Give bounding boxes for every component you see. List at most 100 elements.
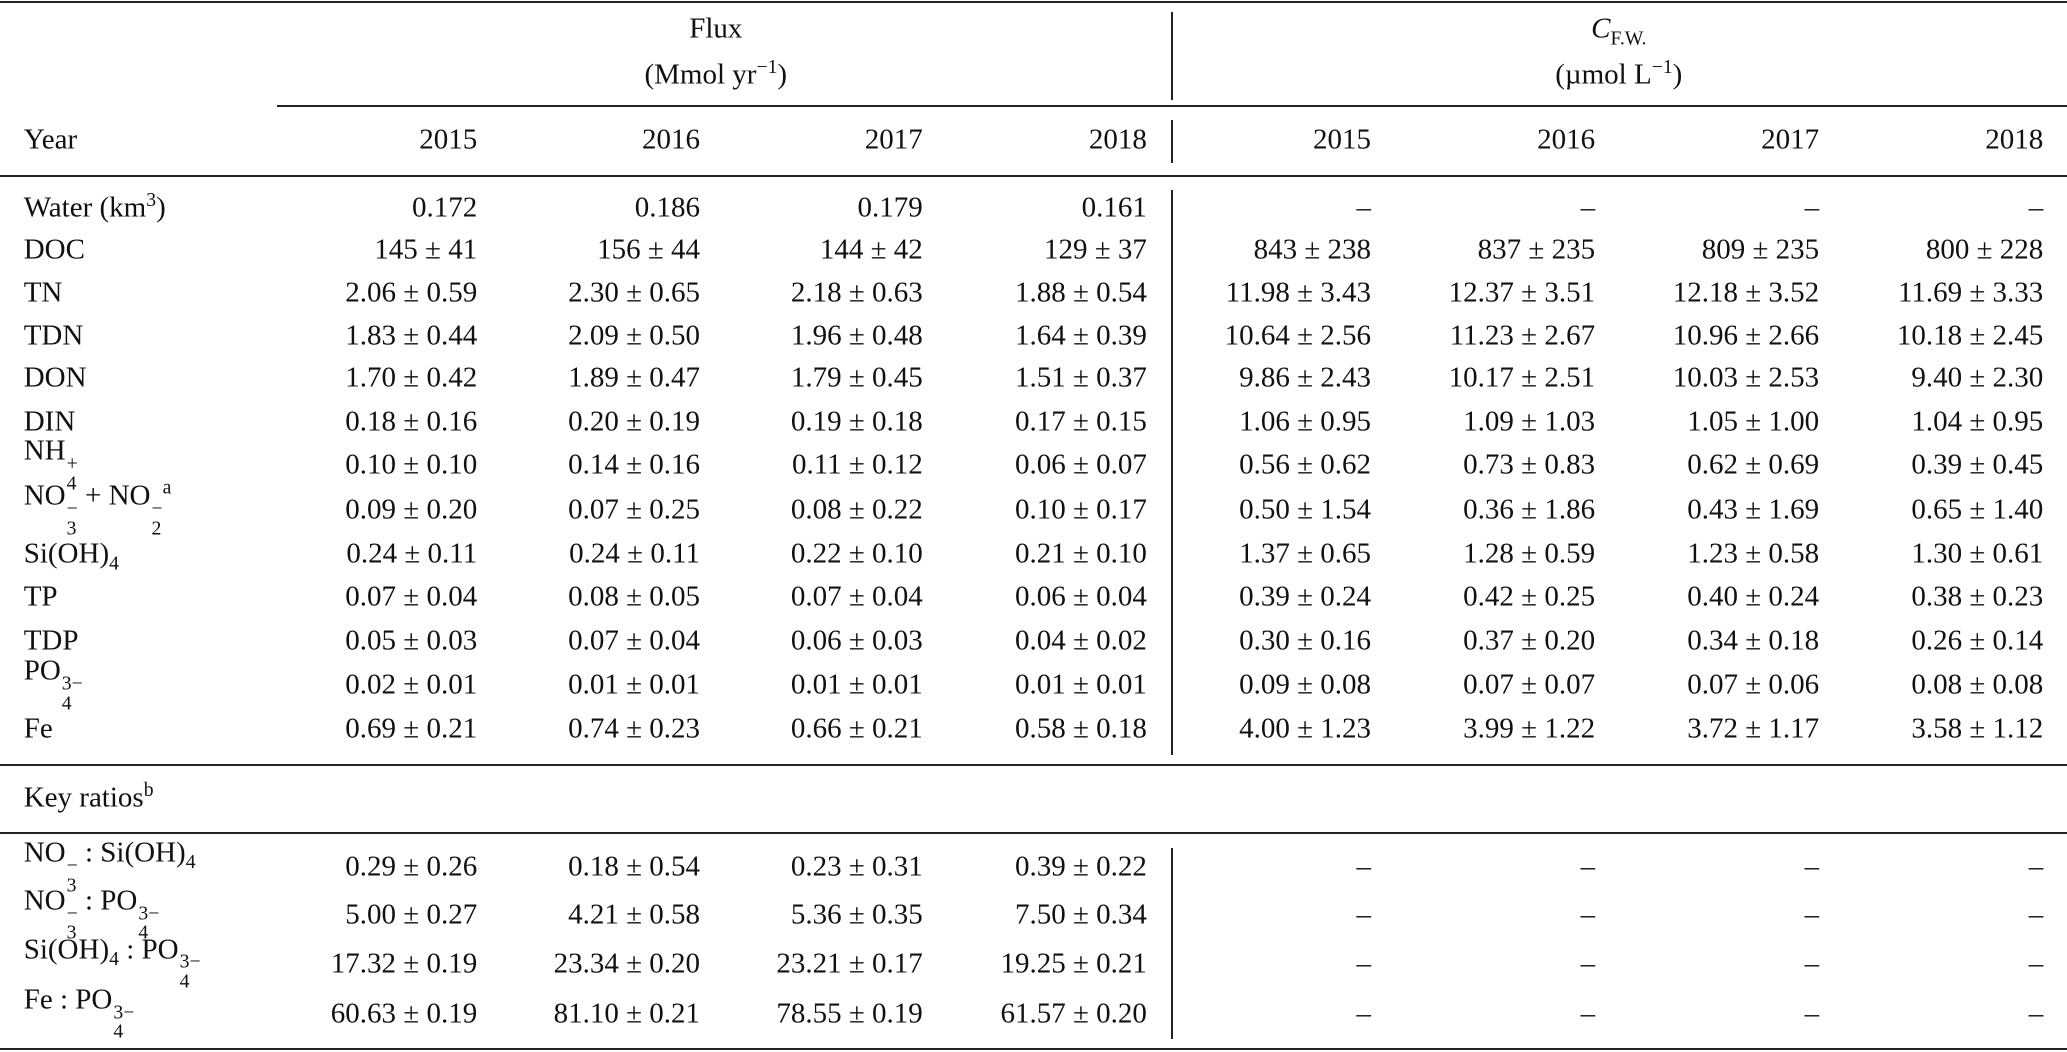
cell: – — [1804, 850, 1820, 883]
cell: – — [2028, 898, 2044, 931]
cell: 0.01 ± 0.01 — [790, 668, 923, 701]
text-part: 4 — [61, 692, 72, 715]
cell: 837 ± 235 — [1477, 233, 1596, 266]
cell: 11.69 ± 3.33 — [1897, 276, 2044, 309]
year-header: 2015 — [1312, 123, 1371, 156]
text-part: (Mmol yr — [644, 58, 757, 91]
cell: 0.07 ± 0.25 — [568, 493, 700, 526]
cell: 4.21 ± 0.58 — [568, 898, 700, 931]
cell: 0.39 ± 0.22 — [1014, 850, 1147, 883]
cell: – — [1356, 997, 1371, 1030]
cell: – — [1356, 191, 1371, 224]
cell: 0.50 ± 1.54 — [1239, 493, 1371, 526]
cell: 144 ± 42 — [819, 233, 923, 266]
cell: 9.86 ± 2.43 — [1239, 361, 1371, 394]
script-stack: −3 — [67, 499, 78, 538]
cell: 0.04 ± 0.02 — [1014, 624, 1147, 657]
text-part: Fe — [23, 712, 53, 745]
text-part: Si(OH) — [23, 537, 110, 570]
cell: 78.55 ± 0.19 — [776, 997, 923, 1030]
cell: 0.73 ± 0.83 — [1463, 448, 1596, 481]
cell: – — [1804, 191, 1820, 224]
cell: 61.57 ± 0.20 — [1000, 997, 1147, 1030]
cell: 0.179 — [857, 191, 923, 224]
text-part: DIN — [23, 405, 76, 438]
cell: 0.24 ± 0.11 — [346, 537, 478, 570]
text-part: 3− — [138, 902, 160, 925]
text-part: 3 — [66, 874, 77, 897]
cell: 0.37 ± 0.20 — [1463, 624, 1596, 657]
rule — [276, 104, 2067, 107]
cell: 1.89 ± 0.47 — [568, 361, 700, 394]
cell: 0.20 ± 0.19 — [568, 405, 700, 438]
cell: 3.72 ± 1.17 — [1687, 712, 1820, 745]
cell: 0.09 ± 0.08 — [1239, 668, 1371, 701]
cell: 19.25 ± 0.21 — [1000, 947, 1147, 980]
cell: – — [1580, 997, 1596, 1030]
text-part: TDP — [23, 624, 79, 657]
divider — [1170, 119, 1173, 164]
year-header: 2017 — [1761, 123, 1820, 156]
script-stack: 3− 4 — [138, 902, 160, 944]
cell: 0.39 ± 0.24 — [1239, 580, 1371, 613]
cell: 10.18 ± 2.45 — [1896, 319, 2044, 352]
text-part: TP — [23, 580, 58, 613]
script-stack: −3 — [66, 854, 78, 897]
rule — [0, 832, 2067, 835]
row-label: NO −3 : Si(OH)4 — [24, 836, 196, 897]
cell: 60.63 ± 0.19 — [330, 997, 478, 1030]
divider — [1170, 11, 1173, 101]
cell: 0.11 ± 0.12 — [791, 448, 923, 481]
cell: 0.30 ± 0.16 — [1239, 624, 1371, 657]
cell: – — [1580, 191, 1596, 224]
text-part: 3 — [66, 517, 77, 540]
cell: 0.34 ± 0.18 — [1687, 624, 1820, 657]
script-stack: 3− 4 — [179, 950, 201, 992]
text-part: −1 — [756, 55, 778, 78]
cell: 3.99 ± 1.22 — [1463, 712, 1596, 745]
text-part: Year — [23, 123, 78, 156]
text-part: NH — [23, 434, 66, 467]
text-part: −1 — [1651, 55, 1673, 78]
cell: 1.04 ± 0.95 — [1911, 405, 2044, 438]
cell: – — [1580, 898, 1596, 931]
cell: 0.08 ± 0.22 — [790, 493, 923, 526]
cell: 0.58 ± 0.18 — [1014, 712, 1147, 745]
cell: 0.17 ± 0.15 — [1014, 405, 1147, 438]
cell: 0.01 ± 0.01 — [1014, 668, 1147, 701]
divider — [1170, 189, 1173, 756]
text-part: : Si(OH) — [77, 836, 186, 869]
text-part: 4 — [138, 921, 149, 944]
text-part: NO — [23, 884, 66, 917]
text-part: − — [66, 854, 78, 877]
cell: 3.58 ± 1.12 — [1911, 712, 2044, 745]
cell: 4.00 ± 1.23 — [1239, 712, 1371, 745]
cell: 0.40 ± 0.24 — [1687, 580, 1820, 613]
text-part: C — [1591, 12, 1611, 45]
section-label: Key ratiosb — [24, 780, 154, 812]
cell: 1.96 ± 0.48 — [790, 319, 923, 352]
row-label: Si(OH)4 : PO 3− 4 — [24, 934, 201, 992]
cell: 0.26 ± 0.14 — [1911, 624, 2044, 657]
cell: 0.19 ± 0.18 — [790, 405, 923, 438]
cell: 0.29 ± 0.26 — [345, 850, 478, 883]
cell: 1.51 ± 0.37 — [1014, 361, 1147, 394]
row-label: DIN — [24, 407, 76, 436]
text-part: TN — [23, 276, 63, 309]
text-part: 3 — [146, 189, 157, 212]
text-part: 4 — [66, 472, 77, 495]
year-header: 2015 — [419, 123, 478, 156]
cell: 2.30 ± 0.65 — [568, 276, 700, 309]
cell: – — [1804, 947, 1820, 980]
rule — [0, 0, 2067, 3]
year-header: 2016 — [1537, 123, 1596, 156]
cell: 0.38 ± 0.23 — [1911, 580, 2044, 613]
text-part: TDN — [23, 319, 84, 352]
cell: 7.50 ± 0.34 — [1014, 898, 1147, 931]
text-part: F.W. — [1610, 27, 1647, 50]
cell: 10.64 ± 2.56 — [1224, 319, 1371, 352]
cell: 11.23 ± 2.67 — [1449, 319, 1596, 352]
row-label: Water (km3) — [24, 190, 166, 223]
text-part: 3− — [179, 950, 201, 973]
